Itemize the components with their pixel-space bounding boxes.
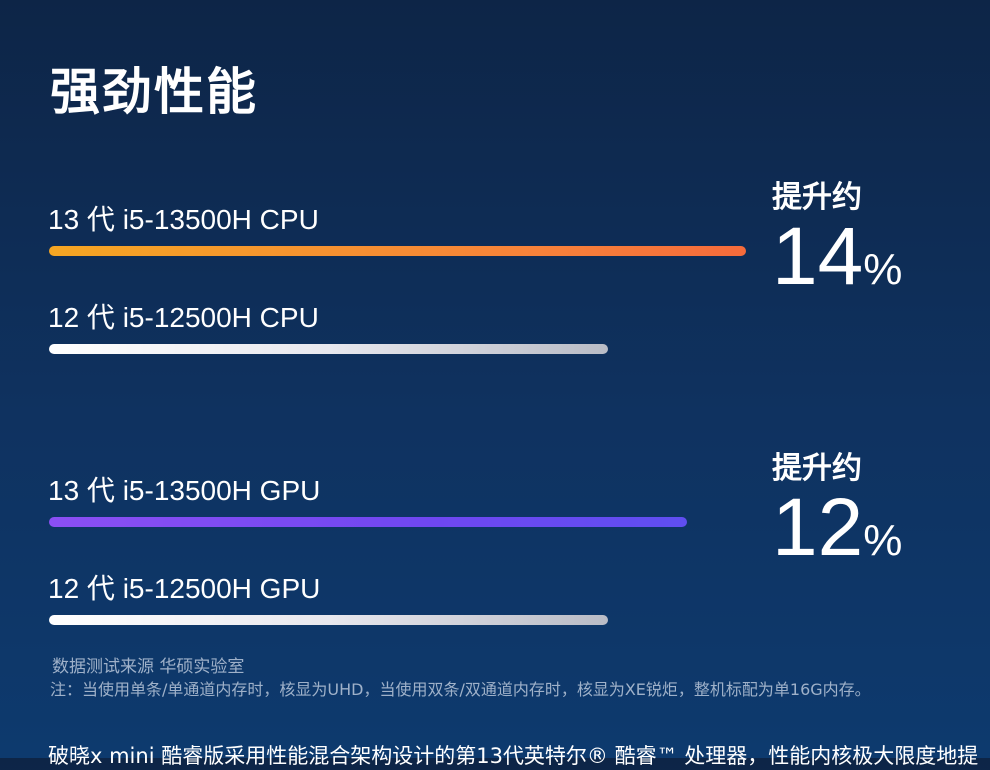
cpu-boost: 提升约 14%: [772, 172, 902, 298]
gpu-12-bar: [49, 615, 608, 625]
gpu-12-label: 12 代 i5-12500H GPU: [48, 573, 321, 604]
gpu-13-label: 13 代 i5-13500H GPU: [48, 475, 321, 506]
gpu-boost-unit: %: [863, 516, 903, 565]
gpu-boost-caption: 提升约: [772, 451, 862, 486]
gpu-boost: 提升约 12%: [772, 443, 902, 569]
page-title: 强劲性能: [50, 63, 258, 121]
gpu-13-bar: [49, 517, 687, 527]
data-source: 数据测试来源 华硕实验室: [52, 657, 245, 677]
cpu-13-bar: [49, 246, 746, 256]
cpu-12-label: 12 代 i5-12500H CPU: [48, 302, 319, 333]
body-paragraph: 破晓x mini 酷睿版采用性能混合架构设计的第13代英特尔® 酷睿™ 处理器，…: [48, 744, 979, 768]
cpu-13-label: 13 代 i5-13500H CPU: [48, 204, 319, 235]
cpu-boost-unit: %: [863, 245, 903, 294]
gpu-boost-value: 12: [772, 482, 864, 573]
cpu-boost-caption: 提升约: [772, 180, 862, 215]
cpu-12-bar: [49, 344, 608, 354]
footnote: 注：当使用单条/单通道内存时，核显为UHD，当使用双条/双通道内存时，核显为XE…: [50, 680, 871, 699]
cpu-boost-value: 14: [772, 211, 864, 302]
